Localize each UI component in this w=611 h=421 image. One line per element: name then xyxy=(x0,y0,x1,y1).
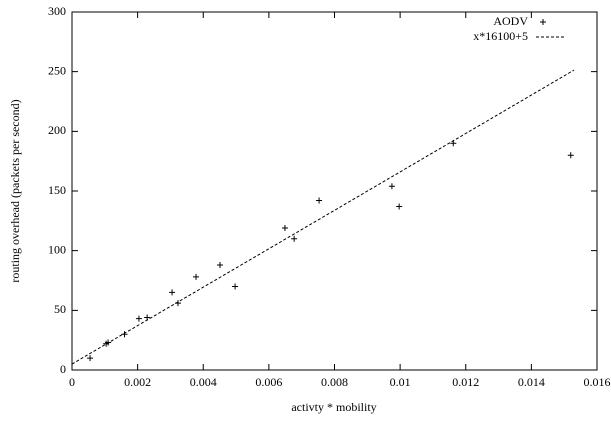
point xyxy=(567,152,574,159)
plot-frame xyxy=(71,11,598,371)
fit-line xyxy=(71,69,575,365)
x-tick-label: 0.002 xyxy=(124,375,151,389)
legend-label: AODV xyxy=(493,14,528,28)
point xyxy=(87,355,94,362)
point xyxy=(193,273,200,280)
point xyxy=(291,235,298,242)
x-tick-label: 0.014 xyxy=(518,375,545,389)
x-tick-label: 0 xyxy=(69,375,75,389)
legend-label: x*16100+5 xyxy=(473,29,528,43)
x-tick-label: 0.004 xyxy=(190,375,217,389)
point xyxy=(281,224,288,231)
point xyxy=(135,315,142,322)
point xyxy=(169,289,176,296)
point xyxy=(316,197,323,204)
x-tick-label: 0.012 xyxy=(452,375,479,389)
point xyxy=(388,183,395,190)
y-tick-label: 300 xyxy=(48,4,66,18)
y-tick-label: 250 xyxy=(48,63,66,77)
y-axis-label: routing overhead (packets per second) xyxy=(8,99,22,282)
x-axis-label: activty * mobility xyxy=(291,400,376,414)
x-tick-label: 0.008 xyxy=(321,375,348,389)
x-tick-label: 0.016 xyxy=(584,375,611,389)
point xyxy=(232,283,239,290)
x-tick-label: 0.006 xyxy=(255,375,282,389)
y-tick-label: 200 xyxy=(48,123,66,137)
legend-marker xyxy=(540,19,546,25)
y-tick-label: 100 xyxy=(48,242,66,256)
y-tick-label: 0 xyxy=(60,362,66,376)
y-tick-label: 150 xyxy=(48,183,66,197)
point xyxy=(216,261,223,268)
point xyxy=(121,331,128,338)
point xyxy=(396,203,403,210)
x-tick-label: 0.01 xyxy=(390,375,411,389)
y-tick-label: 50 xyxy=(54,302,66,316)
